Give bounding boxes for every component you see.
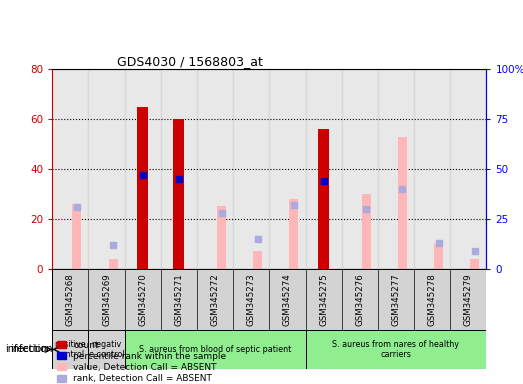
Text: GSM345276: GSM345276	[355, 274, 365, 326]
Text: GSM345275: GSM345275	[319, 274, 328, 326]
Text: S. aureus from blood of septic patient: S. aureus from blood of septic patient	[139, 345, 291, 354]
Text: GSM345271: GSM345271	[174, 274, 184, 326]
Text: GSM345272: GSM345272	[211, 274, 220, 326]
Bar	[72, 204, 82, 269]
Text: GSM345268: GSM345268	[66, 274, 75, 326]
Text: GDS4030 / 1568803_at: GDS4030 / 1568803_at	[117, 55, 263, 68]
Text: GSM345270: GSM345270	[138, 274, 147, 326]
Bar	[197, 69, 233, 269]
Text: GSM345269: GSM345269	[102, 274, 111, 326]
Text: GSM345279: GSM345279	[464, 274, 473, 326]
Text: GSM345273: GSM345273	[247, 274, 256, 326]
Bar	[174, 119, 184, 269]
Bar	[434, 244, 443, 269]
Bar	[362, 194, 371, 269]
Text: S. aureus from nares of healthy
carriers: S. aureus from nares of healthy carriers	[333, 340, 459, 359]
Bar	[52, 330, 88, 369]
Bar	[378, 69, 414, 269]
Text: GSM345278: GSM345278	[428, 274, 437, 326]
Text: infection: infection	[10, 344, 53, 354]
Bar	[217, 207, 226, 269]
Bar	[414, 69, 450, 269]
Bar	[109, 259, 118, 269]
Bar	[398, 137, 407, 269]
Bar	[88, 330, 124, 369]
Bar	[318, 129, 329, 269]
Text: negativ
e control: negativ e control	[89, 340, 124, 359]
Bar	[253, 252, 263, 269]
Bar	[124, 69, 161, 269]
Legend: count, percentile rank within the sample, value, Detection Call = ABSENT, rank, : count, percentile rank within the sample…	[57, 341, 226, 383]
Text: GSM345274: GSM345274	[283, 274, 292, 326]
Bar	[269, 69, 305, 269]
Text: infection: infection	[5, 344, 48, 354]
Bar	[305, 330, 486, 369]
Bar	[289, 199, 299, 269]
Bar	[52, 69, 88, 269]
Bar	[161, 69, 197, 269]
Bar	[88, 69, 124, 269]
Bar	[233, 69, 269, 269]
Bar	[124, 330, 305, 369]
Bar	[470, 259, 480, 269]
Text: GSM345277: GSM345277	[391, 274, 401, 326]
Bar	[342, 69, 378, 269]
Bar	[138, 107, 148, 269]
Text: positive
control: positive control	[54, 340, 86, 359]
Bar	[305, 69, 342, 269]
Bar	[450, 69, 486, 269]
